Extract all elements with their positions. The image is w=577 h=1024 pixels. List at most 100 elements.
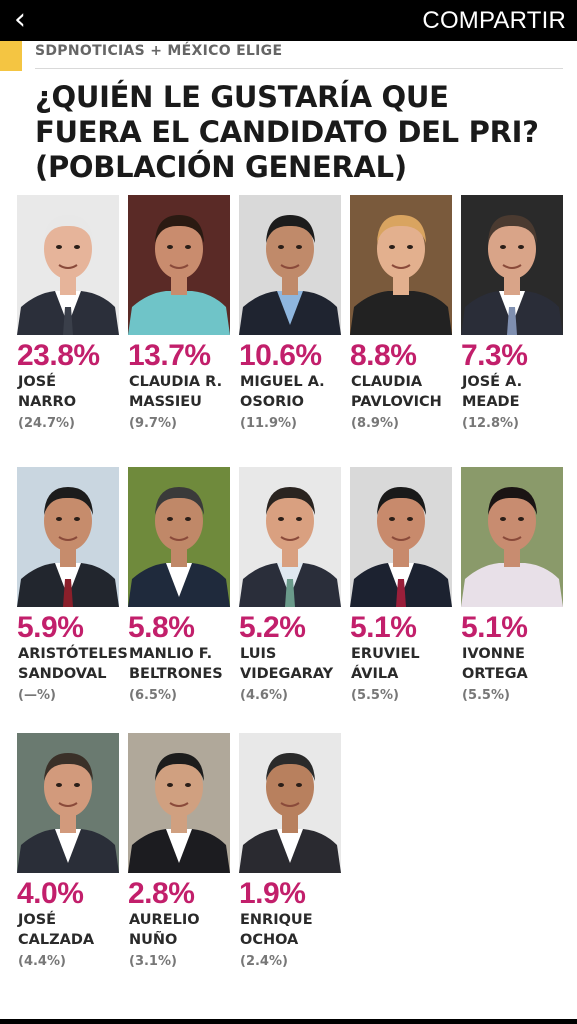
portrait-image (350, 195, 452, 335)
candidate-name: IVONNE ORTEGA (462, 644, 577, 684)
candidate-name-line: NARRO (18, 394, 77, 410)
candidate-previous-percent: (5.5%) (351, 688, 399, 703)
candidate-previous-percent: (12.8%) (462, 416, 519, 431)
candidate-name: ENRIQUE OCHOA (240, 910, 360, 950)
accent-marker (0, 41, 22, 71)
candidate-name: CLAUDIA PAVLOVICH (351, 372, 471, 412)
candidate-name: ARISTÓTELES SANDOVAL (18, 644, 138, 684)
candidate-name-line: BELTRONES (129, 666, 223, 682)
candidate-percent: 4.0% (17, 877, 84, 910)
candidate-percent: 2.8% (128, 877, 195, 910)
candidate-name: JOSÉ CALZADA (18, 910, 138, 950)
candidate-name-line: CLAUDIA (351, 374, 423, 390)
share-button[interactable]: COMPARTIR (422, 7, 566, 34)
candidate-name-line: MIGUEL A. (240, 374, 325, 390)
portrait-image (128, 733, 230, 873)
portrait-image (128, 195, 230, 335)
candidate-name-line: NUÑO (129, 932, 178, 948)
candidate-name: MANLIO F. BELTRONES (129, 644, 249, 684)
candidate-name: JOSÉ NARRO (18, 372, 138, 412)
candidate-photo (461, 195, 563, 335)
candidate-photo (128, 733, 230, 873)
candidate-percent: 5.9% (17, 611, 84, 644)
candidate-percent: 5.8% (128, 611, 195, 644)
candidate-name: LUIS VIDEGARAY (240, 644, 360, 684)
title-line: ¿QUIÉN LE GUSTARÍA QUE (35, 80, 449, 114)
candidate-name-line: ÁVILA (351, 666, 399, 682)
candidate-photo (128, 195, 230, 335)
candidate-previous-percent: (4.4%) (18, 954, 66, 969)
portrait-image (17, 195, 119, 335)
candidate-name-line: ERUVIEL (351, 646, 420, 662)
candidate-photo (350, 467, 452, 607)
candidate-percent: 5.1% (461, 611, 528, 644)
candidate-previous-percent: (8.9%) (351, 416, 399, 431)
candidate-name-line: MANLIO F. (129, 646, 213, 662)
candidate-percent: 23.8% (17, 339, 100, 372)
candidate-previous-percent: (11.9%) (240, 416, 297, 431)
candidate-name-line: CLAUDIA R. (129, 374, 223, 390)
candidate-previous-percent: (2.4%) (240, 954, 288, 969)
candidate-name: AURELIO NUÑO (129, 910, 249, 950)
candidate-previous-percent: (—%) (18, 688, 56, 703)
portrait-image (239, 467, 341, 607)
back-chevron-icon[interactable]: ‹ (14, 2, 26, 37)
candidate-name: ERUVIEL ÁVILA (351, 644, 471, 684)
candidate-name: CLAUDIA R. MASSIEU (129, 372, 249, 412)
portrait-image (461, 467, 563, 607)
candidate-previous-percent: (6.5%) (129, 688, 177, 703)
portrait-image (17, 467, 119, 607)
title-line: FUERA EL CANDIDATO DEL PRI? (35, 115, 539, 149)
candidate-name: MIGUEL A. OSORIO (240, 372, 360, 412)
candidate-previous-percent: (3.1%) (129, 954, 177, 969)
candidate-percent: 7.3% (461, 339, 528, 372)
candidate-percent: 8.8% (350, 339, 417, 372)
source-label: SDPNOTICIAS + MÉXICO ELIGE (35, 43, 283, 59)
candidate-previous-percent: (9.7%) (129, 416, 177, 431)
portrait-image (239, 195, 341, 335)
candidate-percent: 5.2% (239, 611, 306, 644)
candidate-name-line: LUIS (240, 646, 277, 662)
bottom-bar (0, 1019, 577, 1024)
candidate-name: JOSÉ A. MEADE (462, 372, 577, 412)
candidate-photo (461, 467, 563, 607)
candidate-photo (239, 195, 341, 335)
candidate-previous-percent: (5.5%) (462, 688, 510, 703)
candidate-percent: 1.9% (239, 877, 306, 910)
candidate-name-line: ARISTÓTELES (18, 646, 128, 662)
candidate-name-line: ENRIQUE (240, 912, 313, 928)
candidate-photo (17, 195, 119, 335)
portrait-image (350, 467, 452, 607)
candidate-photo (350, 195, 452, 335)
candidate-name-line: PAVLOVICH (351, 394, 442, 410)
candidate-name-line: MASSIEU (129, 394, 202, 410)
candidate-name-line: JOSÉ A. (462, 374, 523, 390)
candidate-name-line: SANDOVAL (18, 666, 107, 682)
candidate-previous-percent: (24.7%) (18, 416, 75, 431)
portrait-image (239, 733, 341, 873)
candidate-photo (17, 467, 119, 607)
candidate-name-line: CALZADA (18, 932, 95, 948)
title-line: (POBLACIÓN GENERAL) (35, 150, 407, 184)
portrait-image (17, 733, 119, 873)
candidate-photo (128, 467, 230, 607)
candidate-name-line: JOSÉ (18, 912, 57, 928)
candidate-name-line: IVONNE (462, 646, 525, 662)
candidate-percent: 13.7% (128, 339, 211, 372)
candidate-photo (239, 733, 341, 873)
candidate-name-line: OSORIO (240, 394, 304, 410)
candidate-name-line: AURELIO (129, 912, 200, 928)
candidate-percent: 10.6% (239, 339, 322, 372)
candidate-name-line: MEADE (462, 394, 520, 410)
candidate-name-line: ORTEGA (462, 666, 528, 682)
top-bar: ‹ COMPARTIR (0, 0, 577, 41)
portrait-image (461, 195, 563, 335)
candidate-name-line: VIDEGARAY (240, 666, 334, 682)
candidate-name-line: OCHOA (240, 932, 299, 948)
candidate-percent: 5.1% (350, 611, 417, 644)
page-title: ¿QUIÉN LE GUSTARÍA QUE FUERA EL CANDIDAT… (35, 80, 565, 185)
portrait-image (128, 467, 230, 607)
candidate-photo (17, 733, 119, 873)
candidate-photo (239, 467, 341, 607)
divider (35, 68, 563, 69)
